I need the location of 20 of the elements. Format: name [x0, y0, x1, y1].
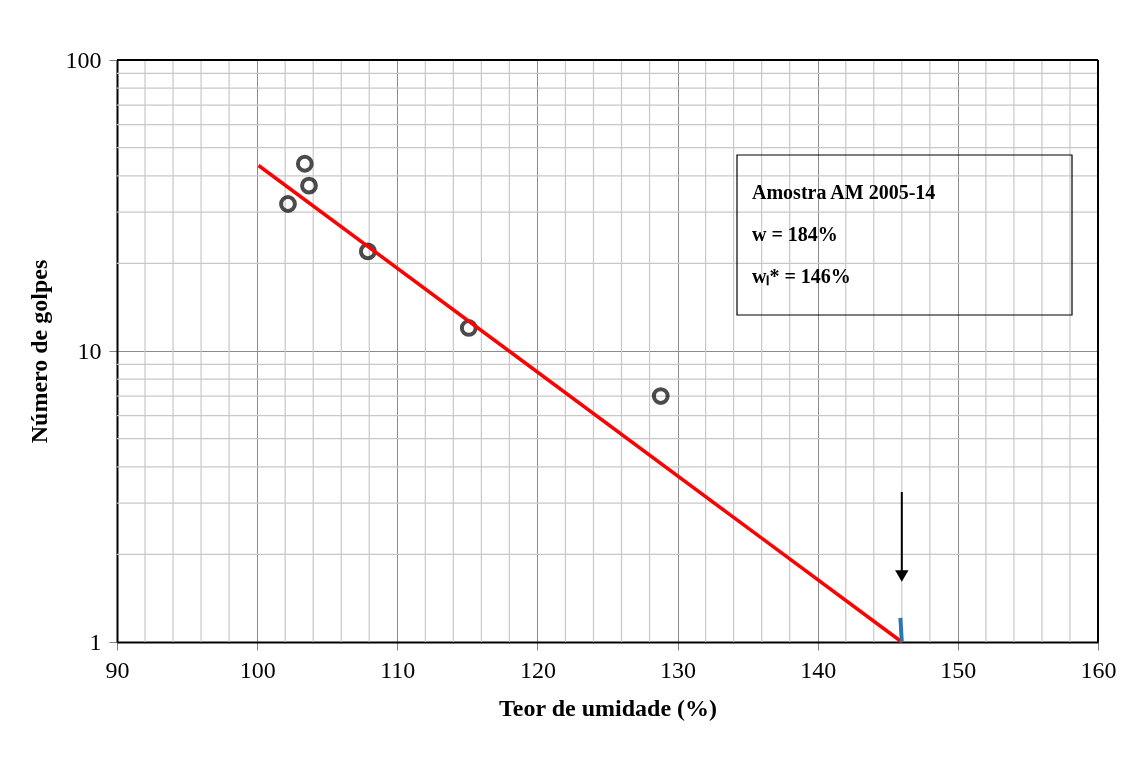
- point: [295, 154, 314, 173]
- point: [651, 387, 670, 405]
- annotation: Amostra AM 2005-14: [752, 181, 936, 203]
- annotation: w = 184%: [752, 223, 838, 245]
- y-axis-title: Número de golpes: [25, 259, 52, 444]
- point: [300, 176, 318, 195]
- x-tick-label: 100: [239, 656, 276, 683]
- y-tick-label: 100: [65, 46, 102, 73]
- x-axis-title: Teor de umidade (%): [498, 694, 718, 721]
- x-tick-label: 110: [380, 656, 416, 683]
- x-tick-label: 140: [800, 656, 837, 683]
- y-tick-label: 1: [89, 628, 102, 655]
- x-tick-label: 130: [660, 656, 697, 683]
- x-tick-label: 160: [1080, 656, 1117, 683]
- x-tick-label: 90: [105, 656, 130, 683]
- x-tick-label: 120: [519, 656, 556, 683]
- x-tick-label: 150: [940, 656, 977, 683]
- y-tick-label: 10: [77, 337, 102, 364]
- annotation: wₗ* = 146%: [752, 265, 851, 287]
- point: [279, 195, 297, 213]
